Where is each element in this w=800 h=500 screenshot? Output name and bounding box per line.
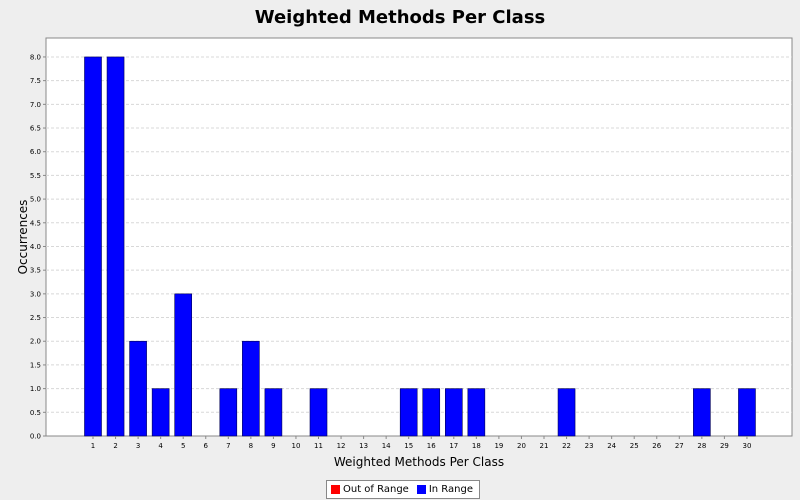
legend-item-in-range: In Range bbox=[416, 484, 473, 495]
y-tick-label: 7.5 bbox=[30, 77, 41, 85]
x-tick-label: 19 bbox=[494, 442, 503, 450]
x-tick-label: 24 bbox=[607, 442, 616, 450]
y-tick-label: 7.0 bbox=[30, 101, 41, 109]
x-tick-label: 2 bbox=[113, 442, 117, 450]
x-tick-label: 13 bbox=[359, 442, 368, 450]
legend-item-out-of-range: Out of Range bbox=[331, 484, 409, 495]
x-axis-label: Weighted Methods Per Class bbox=[334, 455, 504, 469]
bar-2 bbox=[106, 56, 125, 437]
bar-18 bbox=[467, 388, 486, 437]
y-tick-label: 0.5 bbox=[30, 409, 41, 417]
bar-17 bbox=[444, 388, 463, 437]
legend-label-out-of-range: Out of Range bbox=[343, 484, 409, 495]
x-tick-label: 30 bbox=[742, 442, 751, 450]
x-tick-label: 18 bbox=[472, 442, 481, 450]
bar-1 bbox=[84, 56, 102, 437]
bar-8 bbox=[242, 340, 260, 437]
bar-11 bbox=[309, 388, 328, 437]
y-tick-label: 0.0 bbox=[30, 433, 41, 441]
x-tick-label: 4 bbox=[158, 442, 163, 450]
x-tick-label: 22 bbox=[562, 442, 571, 450]
x-tick-label: 21 bbox=[540, 442, 549, 450]
bar-9 bbox=[264, 388, 283, 437]
y-axis-label: Occurrences bbox=[16, 200, 30, 275]
plot-background bbox=[45, 37, 793, 437]
x-tick-label: 27 bbox=[675, 442, 684, 450]
bar-28 bbox=[693, 388, 711, 437]
bar-30 bbox=[738, 388, 756, 437]
x-tick-label: 20 bbox=[517, 442, 526, 450]
y-tick-label: 2.0 bbox=[30, 338, 41, 346]
y-tick-label: 4.0 bbox=[30, 243, 41, 251]
x-tick-label: 17 bbox=[449, 442, 458, 450]
x-tick-label: 12 bbox=[337, 442, 346, 450]
x-tick-label: 7 bbox=[226, 442, 230, 450]
y-tick-label: 4.5 bbox=[30, 219, 41, 227]
grid-lines bbox=[46, 56, 792, 413]
bar-7 bbox=[219, 388, 238, 437]
bar-3 bbox=[129, 340, 147, 437]
bar-16 bbox=[422, 388, 441, 437]
bar-5 bbox=[174, 293, 192, 437]
legend: Out of Range In Range bbox=[326, 480, 480, 499]
x-tick-label: 3 bbox=[136, 442, 140, 450]
y-tick-label: 8.0 bbox=[30, 53, 41, 61]
x-tick-label: 16 bbox=[427, 442, 436, 450]
y-tick-label: 5.0 bbox=[30, 196, 41, 204]
x-tick-label: 11 bbox=[314, 442, 323, 450]
bar-4 bbox=[151, 388, 170, 437]
x-tick-label: 1 bbox=[91, 442, 95, 450]
x-tick-label: 9 bbox=[271, 442, 275, 450]
bar-15 bbox=[399, 388, 418, 437]
y-tick-label: 5.5 bbox=[30, 172, 41, 180]
y-tick-label: 3.5 bbox=[30, 267, 41, 275]
y-tick-label: 6.0 bbox=[30, 148, 41, 156]
x-axis: 1 2 3 4 5 6 7 8 9 10 11 12 13 14 15 16 17 18 19 20 21 22 23 24 2… bbox=[91, 436, 751, 450]
x-tick-label: 14 bbox=[382, 442, 391, 450]
x-tick-label: 15 bbox=[404, 442, 413, 450]
y-tick-label: 6.5 bbox=[30, 125, 41, 133]
y-axis: 0.0 0.5 1.0 1.5 2.0 2.5 3.0 3.5 4.0 4.5 5.0 5.5 6.0 6… bbox=[30, 53, 46, 441]
legend-label-in-range: In Range bbox=[428, 484, 473, 495]
x-tick-label: 6 bbox=[204, 442, 209, 450]
x-tick-label: 5 bbox=[181, 442, 185, 450]
x-tick-label: 29 bbox=[720, 442, 729, 450]
bars bbox=[84, 56, 756, 437]
x-tick-label: 23 bbox=[585, 442, 594, 450]
chart-title: Weighted Methods Per Class bbox=[254, 7, 546, 28]
x-tick-label: 28 bbox=[697, 442, 706, 450]
legend-swatch-in-range bbox=[416, 485, 426, 494]
legend-swatch-out-of-range bbox=[331, 485, 340, 494]
y-tick-label: 2.5 bbox=[30, 314, 41, 322]
y-tick-label: 1.5 bbox=[30, 361, 41, 369]
y-tick-label: 1.0 bbox=[30, 385, 41, 393]
x-tick-label: 10 bbox=[291, 442, 300, 450]
x-tick-label: 26 bbox=[652, 442, 661, 450]
x-tick-label: 8 bbox=[249, 442, 253, 450]
x-tick-label: 25 bbox=[630, 442, 639, 450]
bar-22 bbox=[557, 388, 576, 437]
y-tick-label: 3.0 bbox=[30, 290, 41, 298]
